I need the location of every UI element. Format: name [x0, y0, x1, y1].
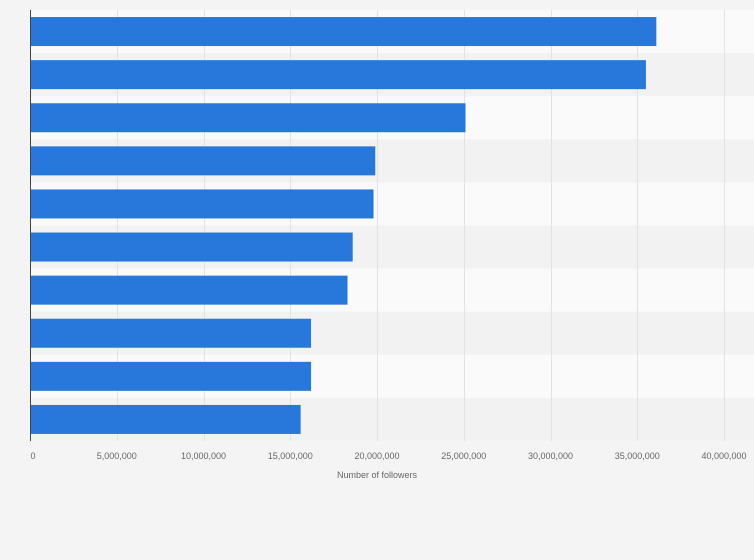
- x-tick-label: 5,000,000: [97, 451, 137, 461]
- x-tick-label: 40,000,000: [701, 451, 746, 461]
- bar[interactable]: [30, 60, 646, 90]
- bar[interactable]: [30, 103, 466, 133]
- x-tick-label: 20,000,000: [354, 451, 399, 461]
- bar[interactable]: [30, 146, 376, 176]
- bar[interactable]: [30, 232, 353, 262]
- x-axis-title: Number of followers: [337, 470, 418, 480]
- x-tick-label: 10,000,000: [181, 451, 226, 461]
- x-tick-label: 15,000,000: [268, 451, 313, 461]
- x-tick-label: 30,000,000: [528, 451, 573, 461]
- x-tick-labels: 0 5,000,000 10,000,000 15,000,000 20,000,000…: [30, 451, 746, 461]
- bar[interactable]: [30, 17, 657, 47]
- bars: [30, 17, 657, 434]
- bar[interactable]: [30, 404, 301, 434]
- x-tick-label: 35,000,000: [615, 451, 660, 461]
- x-tick-label: 25,000,000: [441, 451, 486, 461]
- bar[interactable]: [30, 361, 312, 391]
- x-tick-label: 0: [30, 451, 35, 461]
- bar[interactable]: [30, 275, 348, 305]
- bar[interactable]: [30, 189, 374, 219]
- bar[interactable]: [30, 318, 312, 348]
